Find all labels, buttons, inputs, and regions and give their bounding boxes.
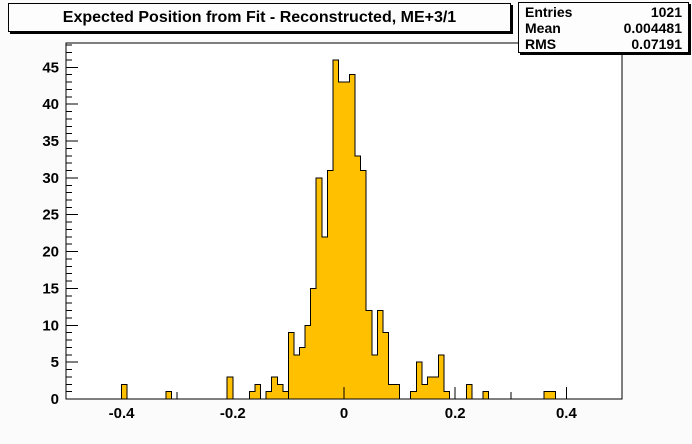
y-tick-label: 35 bbox=[42, 133, 59, 150]
y-tick-label: 40 bbox=[42, 96, 59, 113]
y-tick-label: 5 bbox=[51, 354, 59, 371]
stats-label-entries: Entries bbox=[525, 3, 573, 20]
stats-label-mean: Mean bbox=[525, 19, 561, 36]
stats-value-mean: 0.004481 bbox=[623, 19, 682, 36]
x-tick-label: 0 bbox=[340, 405, 348, 422]
plot-title: Expected Position from Fit - Reconstruct… bbox=[62, 8, 457, 26]
x-tick-label: -0.2 bbox=[220, 405, 246, 422]
y-tick-label: 30 bbox=[42, 170, 59, 187]
y-tick-label: 25 bbox=[42, 207, 59, 224]
y-tick-label: 0 bbox=[51, 391, 59, 408]
stats-row-rms: RMS 0.07191 bbox=[519, 36, 688, 52]
stats-label-rms: RMS bbox=[525, 35, 557, 52]
y-tick-label: 20 bbox=[42, 244, 59, 261]
stats-value-entries: 1021 bbox=[650, 3, 682, 20]
y-tick-label: 10 bbox=[42, 317, 59, 334]
x-tick-label: -0.4 bbox=[109, 405, 136, 422]
stats-value-rms: 0.07191 bbox=[631, 35, 682, 52]
plot-title-box: Expected Position from Fit - Reconstruct… bbox=[8, 3, 511, 32]
stats-row-entries: Entries 1021 bbox=[519, 4, 688, 20]
x-tick-label: 0.4 bbox=[556, 405, 578, 422]
y-tick-label: 15 bbox=[42, 280, 59, 297]
y-tick-label: 45 bbox=[42, 59, 59, 76]
stats-row-mean: Mean 0.004481 bbox=[519, 20, 688, 36]
x-tick-label: 0.2 bbox=[445, 405, 466, 422]
stats-box: Entries 1021 Mean 0.004481 RMS 0.07191 bbox=[518, 2, 689, 53]
